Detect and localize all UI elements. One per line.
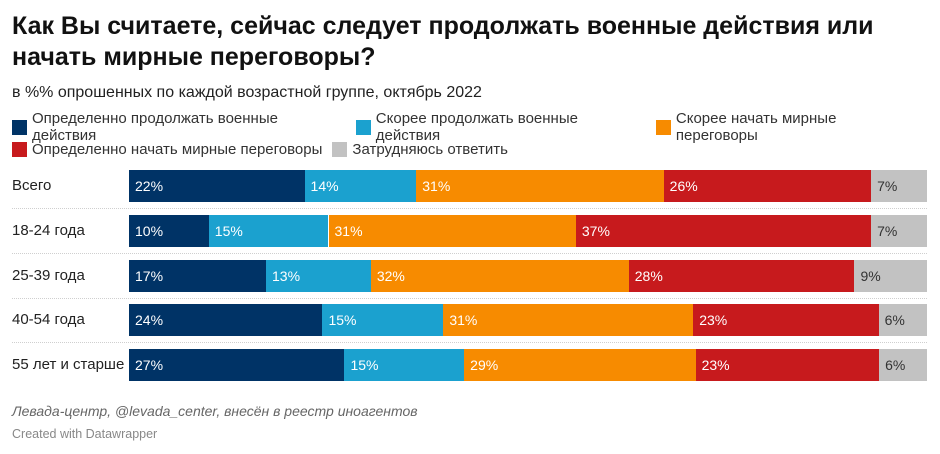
bar-segment: [304, 170, 417, 202]
data-label: 10%: [135, 222, 164, 239]
legend-swatch: [12, 141, 27, 157]
data-label: 27%: [135, 357, 164, 374]
bar-segment: [693, 304, 879, 337]
legend-label: Определенно начать мирные переговоры: [32, 140, 323, 158]
data-label: 26%: [669, 178, 698, 194]
data-label: 23%: [701, 357, 730, 374]
bar-segment: [370, 259, 629, 292]
data-label: 15%: [328, 312, 357, 329]
bar-segment: [575, 214, 872, 247]
bar-segment: [328, 214, 576, 247]
bar-segment: [344, 349, 465, 382]
data-label: 28%: [634, 267, 663, 284]
data-label: 7%: [877, 222, 898, 239]
bar-segment: [871, 214, 927, 247]
bar-segment: [871, 170, 927, 202]
bar-segment: [129, 259, 267, 292]
legend-swatch: [355, 119, 371, 135]
data-label: 6%: [885, 357, 906, 374]
bar-segment: [208, 214, 329, 247]
legend-item-rather-negotiate: Скорее начать мирные переговоры: [655, 110, 922, 144]
data-label: 31%: [334, 222, 363, 239]
data-label: 37%: [581, 222, 610, 239]
row-separator: [12, 342, 927, 344]
category-label: 40-54 года: [12, 311, 85, 329]
bar-segment: [464, 349, 696, 382]
bar-segment: [129, 170, 305, 202]
data-label: 15%: [350, 357, 379, 374]
legend-item-rather-continue: Скорее продолжать военные действия: [355, 110, 646, 144]
bar-segment: [878, 304, 927, 337]
bar-segment: [129, 214, 209, 247]
bar-segment: [628, 259, 855, 292]
data-label: 7%: [877, 178, 898, 194]
data-label: 29%: [470, 357, 499, 374]
bar-segment: [663, 170, 872, 202]
chart-subtitle: в %% опрошенных по каждой возрастной гру…: [12, 84, 482, 101]
data-label: 9%: [860, 267, 881, 284]
legend-label: Скорее начать мирные переговоры: [675, 110, 837, 144]
data-label: 17%: [135, 267, 164, 284]
bar-segment: [854, 259, 927, 292]
bar-segment: [695, 349, 880, 382]
bar-segment: [879, 349, 927, 382]
legend-swatch: [655, 119, 671, 135]
bar-segment: [266, 259, 371, 292]
data-label: 23%: [699, 312, 728, 329]
data-label: 22%: [135, 178, 164, 194]
data-label: 13%: [272, 267, 301, 284]
chart-title: Как Вы считаете, сейчас следует продолжа…: [12, 12, 874, 71]
bar-segment: [416, 170, 664, 202]
category-label: Всего: [12, 177, 52, 194]
category-label: 55 лет и старше: [12, 356, 125, 374]
row-separator: [12, 252, 927, 254]
datawrapper-credit: Created with Datawrapper: [12, 427, 158, 441]
data-label: 15%: [214, 222, 243, 239]
stacked-bar-chart: Всего 22% 14% 31% 26% 7% 18-24 года 10% 15% 31% 37…: [0, 165, 940, 385]
category-label: 25-39 года: [12, 266, 85, 284]
legend-row-2: Определенно начать мирные переговоры Зат…: [12, 138, 932, 160]
bar-segment: [443, 304, 694, 337]
legend-swatch: [12, 119, 27, 135]
data-label: 32%: [376, 267, 405, 284]
source-note: Левада-центр, @levada_center, внесён в р…: [12, 403, 418, 419]
legend-label: Скорее продолжать военные действия: [375, 110, 578, 144]
data-label: 24%: [135, 312, 164, 329]
data-label: 31%: [449, 312, 478, 329]
data-label: 14%: [310, 178, 339, 194]
bar-segment: [322, 304, 444, 337]
legend-swatch: [332, 141, 348, 157]
legend-label: Затрудняюсь ответить: [352, 140, 508, 158]
legend-row-1: Определенно продолжать военные действия …: [12, 110, 932, 144]
legend-item-definitely-negotiate: Определенно начать мирные переговоры: [12, 141, 322, 158]
row-separator: [12, 208, 927, 209]
legend-label: Определенно продолжать военные действия: [31, 110, 278, 144]
data-label: 6%: [884, 312, 905, 329]
bar-segment: [129, 349, 345, 382]
legend: Определенно продолжать военные действия …: [12, 110, 932, 160]
legend-item-hard-to-say: Затрудняюсь ответить: [332, 140, 508, 158]
row-separator: [12, 297, 927, 299]
legend-item-definitely-continue: Определенно продолжать военные действия: [12, 110, 346, 144]
category-label: 18-24 года: [12, 221, 85, 239]
bar-segment: [129, 304, 323, 337]
data-label: 31%: [422, 178, 451, 194]
